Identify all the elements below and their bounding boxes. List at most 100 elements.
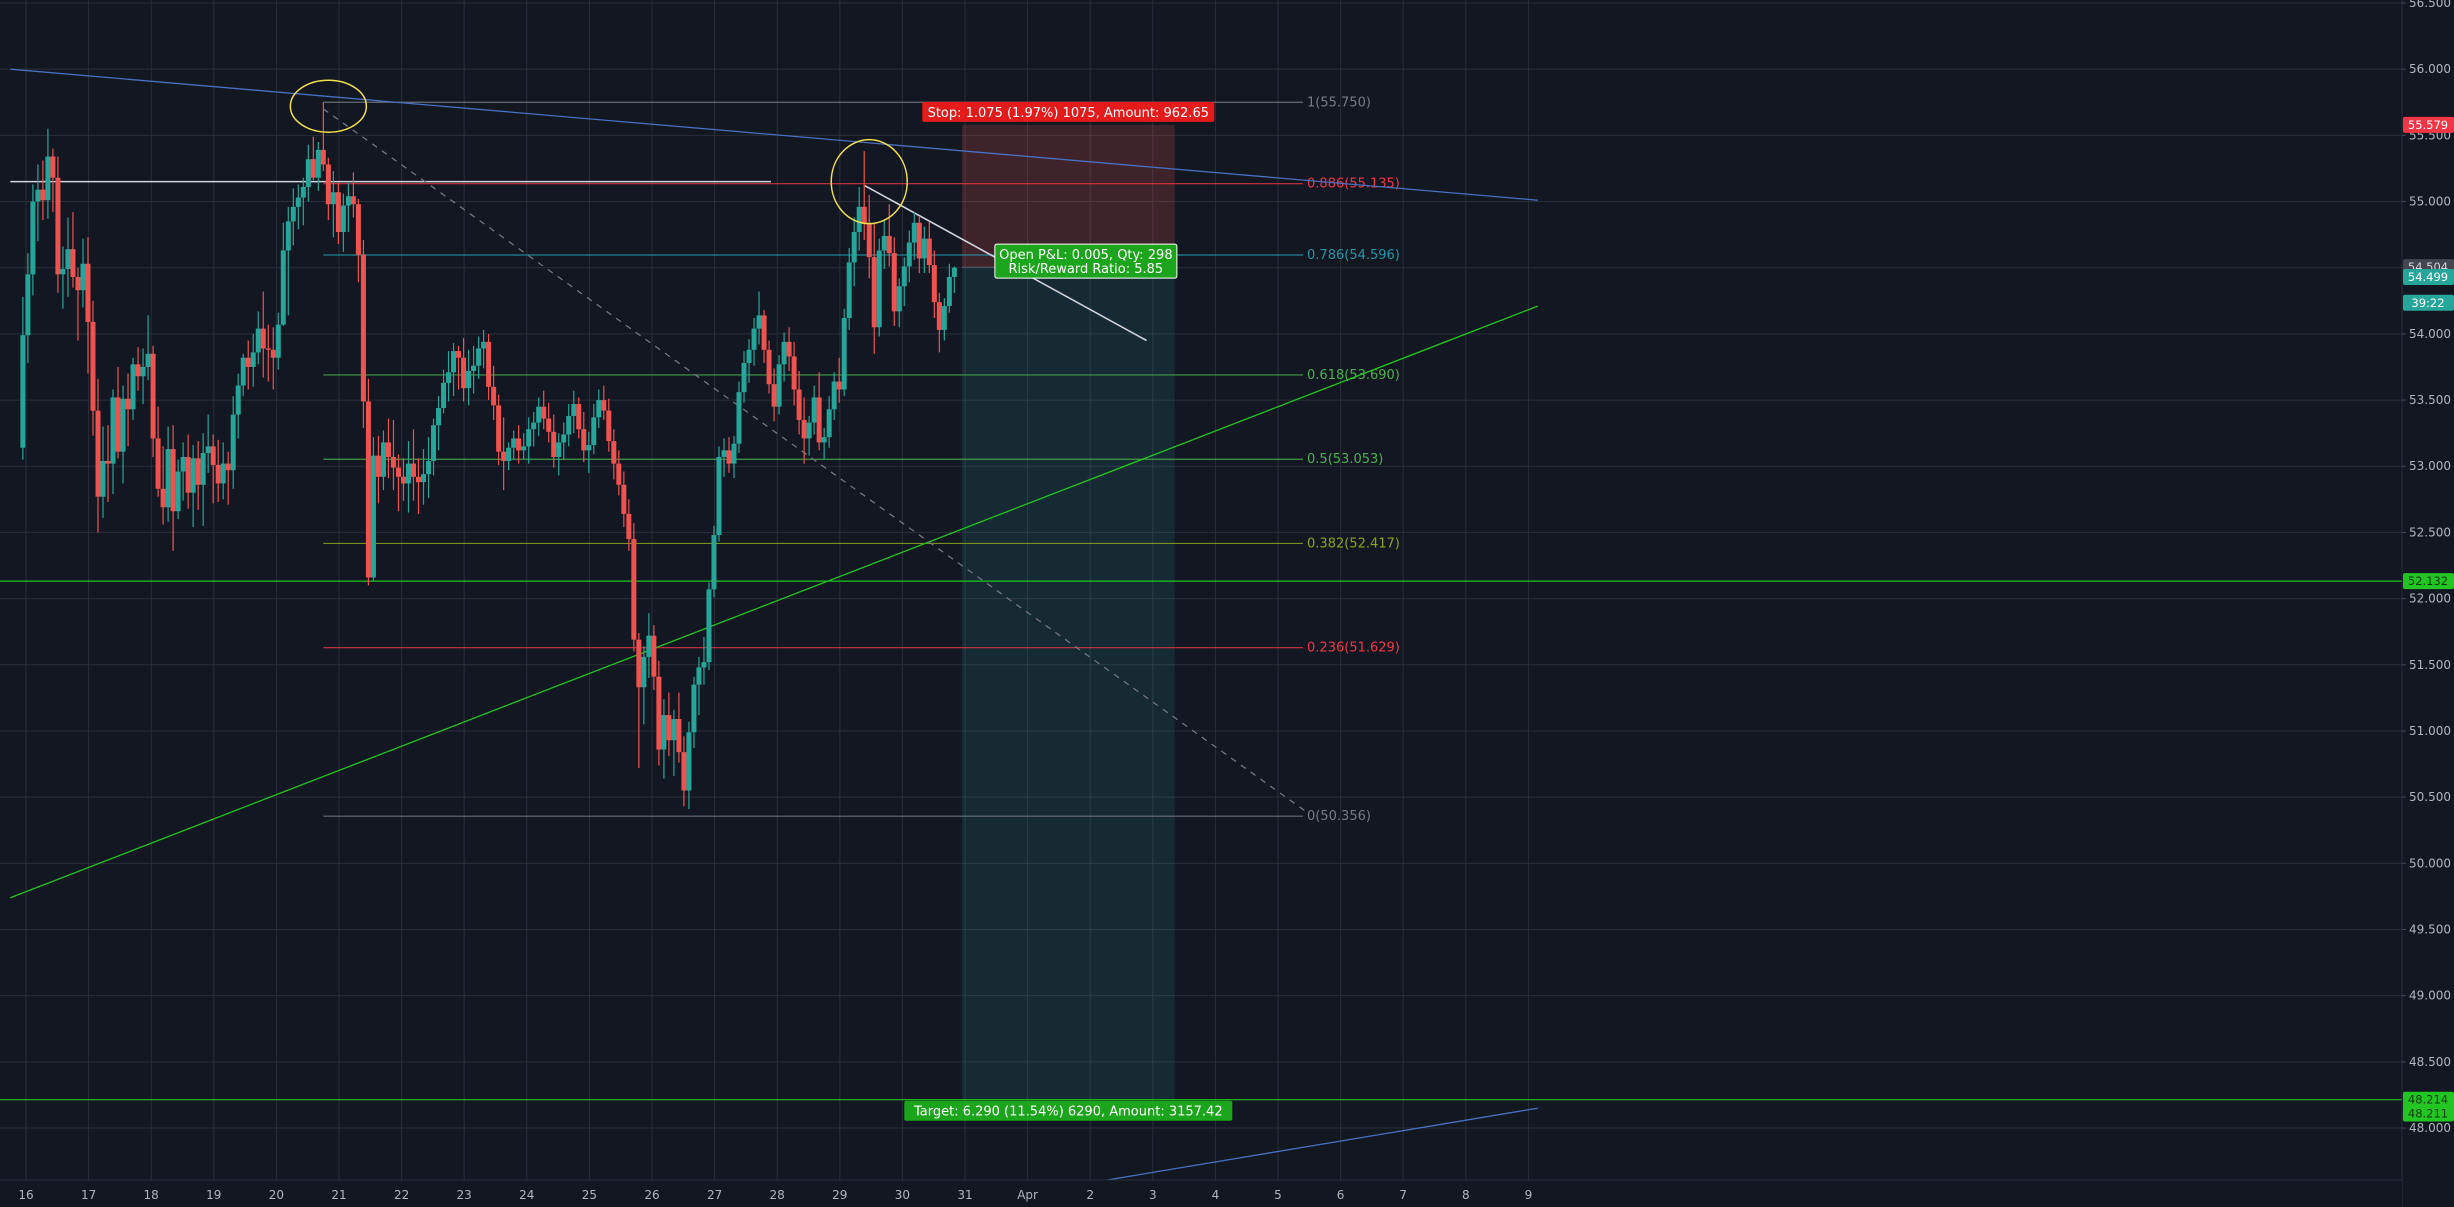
candle-body	[25, 274, 31, 336]
candle-body	[846, 262, 852, 319]
candle-body	[511, 438, 517, 448]
candle-body	[716, 456, 722, 536]
fib-level-label: 0.618(53.690)	[1307, 368, 1400, 383]
candle-body	[851, 231, 857, 263]
candle-body	[320, 149, 326, 165]
x-tick-label: 17	[81, 1188, 96, 1202]
annotations[interactable]: Stop: 1.075 (1.97%) 1075, Amount: 962.65…	[289, 79, 1233, 1121]
candle-body	[360, 254, 366, 402]
candle-body	[75, 276, 81, 291]
candle-body	[466, 370, 472, 389]
x-tick-label: 9	[1525, 1188, 1533, 1202]
candle-body	[410, 463, 416, 477]
fib-level-label: 1(55.750)	[1307, 95, 1371, 110]
candle-body	[30, 201, 36, 275]
candle-body	[315, 149, 321, 178]
target-label: Target: 6.290 (11.54%) 6290, Amount: 315…	[913, 1105, 1223, 1120]
candle-body	[611, 441, 617, 464]
candle-body	[696, 667, 702, 685]
candle-body	[666, 715, 672, 741]
pnl-line-2: Risk/Reward Ratio: 5.85	[1009, 262, 1164, 277]
candle-body	[441, 382, 447, 409]
candle-body	[646, 635, 652, 657]
upper-trend-blue[interactable]	[10, 68, 1538, 201]
x-tick-label: 16	[18, 1188, 33, 1202]
y-tick-label: 53.000	[2409, 459, 2451, 473]
candle-body	[160, 488, 166, 508]
price-tag	[2403, 573, 2454, 590]
candle-body	[400, 476, 406, 484]
candle-body	[436, 408, 442, 426]
drawing-lines[interactable]	[0, 68, 2402, 1183]
candle-body	[40, 189, 46, 201]
candle-body	[100, 460, 106, 497]
candle-body	[626, 513, 632, 540]
x-tick-label: 31	[957, 1188, 972, 1202]
pnl-box[interactable]	[994, 243, 1178, 279]
candle-body	[886, 235, 892, 254]
price-axis-background[interactable]	[2402, 0, 2454, 1207]
candle-body	[230, 414, 236, 471]
candle-body	[90, 321, 96, 411]
candle-body	[621, 484, 627, 514]
candle-body	[606, 410, 612, 442]
time-axis-background[interactable]	[0, 1180, 2402, 1207]
candle-body	[936, 302, 942, 330]
candle-body	[926, 238, 932, 266]
candle-body	[811, 397, 817, 423]
candle-body	[451, 351, 457, 373]
price-tag-label: 39:22	[2411, 296, 2444, 310]
fib-level-label: 0.236(51.629)	[1307, 641, 1400, 656]
candle-body	[541, 406, 547, 419]
lower-trend-blue[interactable]	[1093, 1107, 1538, 1183]
candle-body	[426, 460, 432, 475]
stop-zone[interactable]	[961, 124, 1175, 268]
candle-body	[380, 442, 386, 477]
x-tick-label: 23	[457, 1188, 472, 1202]
candle-body	[501, 451, 507, 461]
candle-body	[756, 315, 762, 329]
candle-body	[210, 446, 216, 465]
x-tick-label: 18	[144, 1188, 159, 1202]
stop-label-box[interactable]	[922, 101, 1215, 122]
candle-body	[771, 384, 777, 407]
price-tag	[2403, 1105, 2454, 1122]
candle-body	[591, 417, 597, 446]
candle-body	[916, 222, 922, 259]
x-tick-label: 26	[644, 1188, 659, 1202]
candle-body	[220, 463, 226, 484]
top-ellipse-1[interactable]	[289, 79, 368, 133]
candle-body	[576, 404, 582, 430]
target-zone[interactable]	[961, 267, 1175, 1100]
candle-body	[70, 249, 76, 277]
target-label-box[interactable]	[904, 1100, 1233, 1121]
candle-body	[561, 434, 567, 443]
candle-body	[786, 341, 792, 357]
candle-body	[946, 276, 952, 307]
candle-body	[746, 349, 752, 364]
candle-body	[671, 719, 677, 741]
candle-body	[661, 715, 667, 750]
candle-body	[250, 352, 256, 367]
diagonal-dashed[interactable]	[323, 108, 1307, 813]
top-ellipse-2[interactable]	[830, 138, 908, 225]
candle-body	[35, 189, 41, 202]
fib-level-label: 0(50.356)	[1307, 809, 1371, 824]
candle-body	[280, 250, 286, 325]
candle-body	[120, 398, 126, 452]
candle-body	[115, 397, 121, 452]
candle-body	[200, 453, 206, 485]
candle-body	[616, 463, 622, 485]
rising-trend-green[interactable]	[10, 305, 1539, 899]
candle-body	[421, 474, 427, 483]
y-tick-label: 49.500	[2409, 922, 2451, 936]
x-tick-label: 7	[1399, 1188, 1407, 1202]
y-tick-label: 49.000	[2409, 989, 2451, 1003]
candle-body	[185, 456, 191, 493]
price-tag-label: 48.214	[2408, 1093, 2448, 1107]
fib-level-label: 0.786(54.596)	[1307, 248, 1400, 263]
candle-body	[125, 398, 131, 410]
x-tick-label: 20	[269, 1188, 284, 1202]
